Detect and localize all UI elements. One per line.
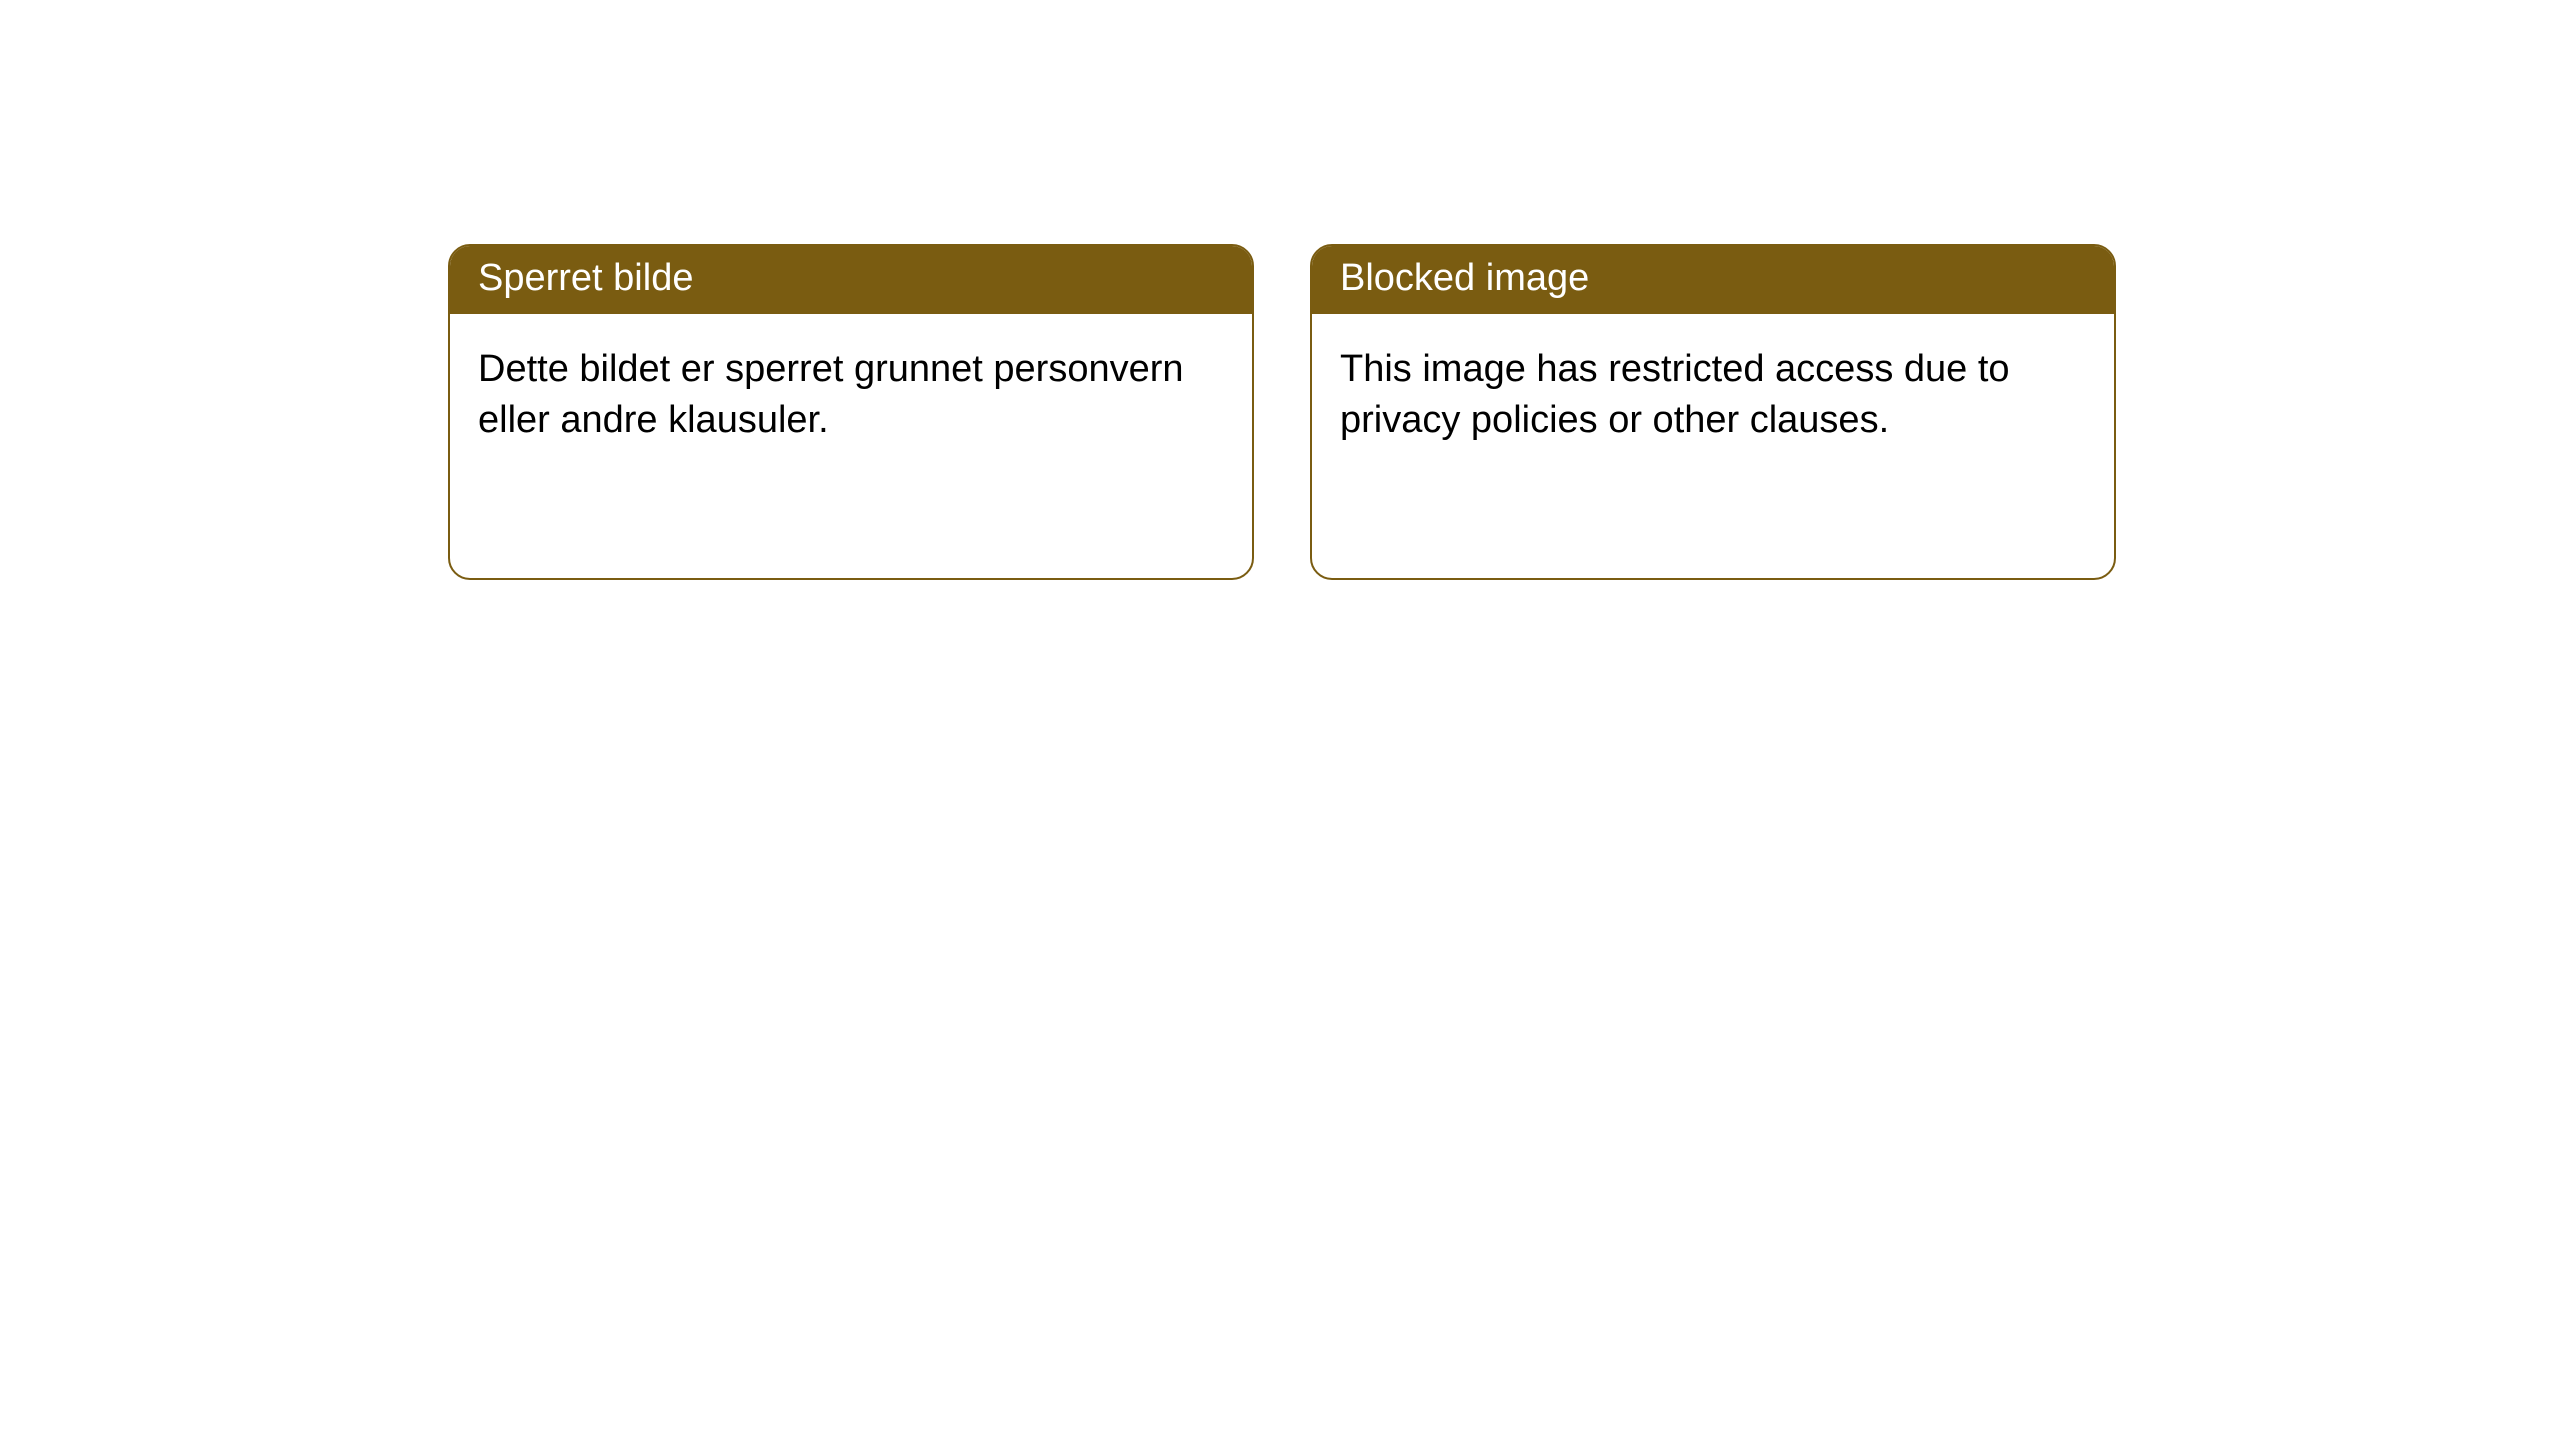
blocked-image-card-no: Sperret bilde Dette bildet er sperret gr… — [448, 244, 1254, 580]
card-message-en: This image has restricted access due to … — [1340, 348, 2010, 441]
card-body-en: This image has restricted access due to … — [1312, 314, 2114, 467]
card-header-en: Blocked image — [1312, 246, 2114, 314]
card-body-no: Dette bildet er sperret grunnet personve… — [450, 314, 1252, 467]
card-header-no: Sperret bilde — [450, 246, 1252, 314]
card-title-no: Sperret bilde — [478, 257, 693, 299]
notice-cards-container: Sperret bilde Dette bildet er sperret gr… — [0, 0, 2560, 580]
blocked-image-card-en: Blocked image This image has restricted … — [1310, 244, 2116, 580]
card-title-en: Blocked image — [1340, 257, 1589, 299]
card-message-no: Dette bildet er sperret grunnet personve… — [478, 348, 1184, 441]
